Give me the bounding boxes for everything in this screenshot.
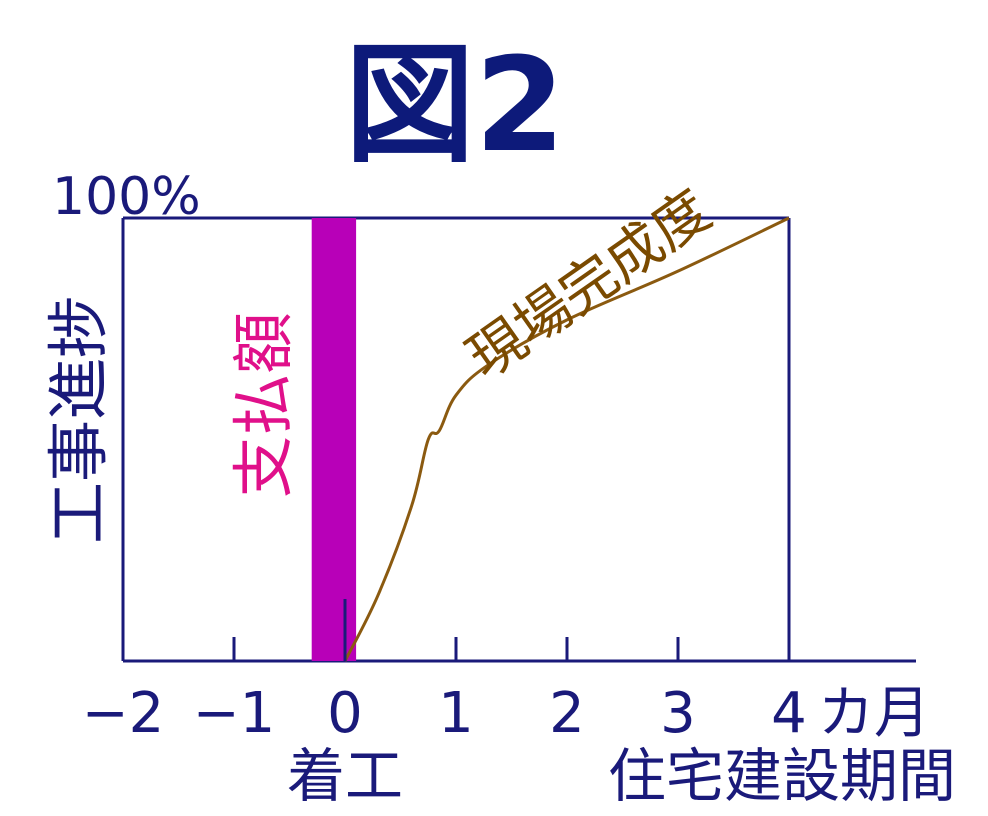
x-unit-label: カ月: [818, 681, 930, 746]
x-tick-label-3: 1: [438, 681, 474, 746]
chart-title: 図2: [345, 29, 565, 181]
x-tick-label-1: −1: [193, 681, 276, 746]
completion-curve-line: [343, 216, 790, 662]
completion-curve-label: 現場完成度: [456, 178, 723, 392]
x-tick-label-6: 4: [771, 681, 807, 746]
x-tick-layer: −2 −1 0 1 2 3 4: [82, 599, 807, 746]
x-zero-label: 着工: [287, 742, 403, 810]
x-axis-label: 住宅建設期間: [608, 742, 956, 810]
y-axis-label: 工事進捗: [42, 296, 115, 544]
x-tick-label-4: 2: [549, 681, 585, 746]
x-tick-label-2: 0: [327, 681, 363, 746]
x-tick-label-5: 3: [660, 681, 696, 746]
payment-bar-label: 支払額: [227, 312, 300, 498]
payment-bar: [311, 218, 357, 661]
x-tick-label-0: −2: [82, 681, 165, 746]
completion-curve-layer: [343, 216, 790, 662]
plot-frame: [121, 216, 916, 663]
payment-bar-layer: [311, 218, 357, 661]
